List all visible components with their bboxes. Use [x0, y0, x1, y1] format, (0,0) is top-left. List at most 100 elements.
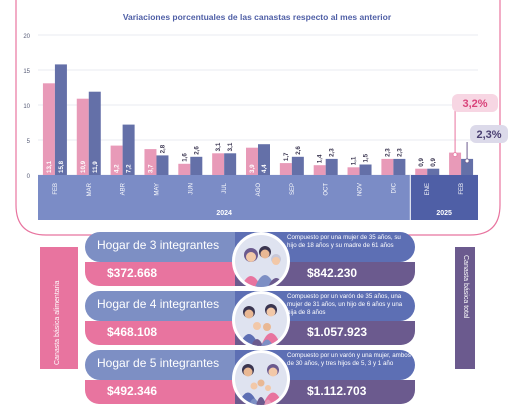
bar-value-label: 7,2	[126, 164, 133, 173]
cba-value: $372.668	[107, 266, 158, 280]
bar-value-label: 2,3	[384, 148, 391, 157]
bar-cbt	[325, 158, 338, 175]
household-title: Hogar de 3 integrantes	[97, 238, 220, 252]
x-tick-label: JUL	[222, 182, 228, 193]
bar-value-label: 1,5	[363, 153, 370, 162]
bar-cbt	[156, 155, 169, 175]
axis-band-2024	[38, 175, 411, 220]
bar-cbt	[427, 168, 440, 175]
x-tick-label: NOV	[358, 183, 364, 196]
bar-value-label: 1,6	[181, 153, 188, 162]
cba-value: $468.108	[107, 325, 158, 339]
household-card-4: Hogar de 4 integrantes Compuesto por un …	[85, 291, 415, 349]
cbt-callout-value: 2,3%	[476, 129, 501, 141]
bar-cbt	[461, 158, 474, 175]
latest-highlight: 3,2% 2,3%	[452, 94, 508, 164]
bar-cba	[178, 163, 191, 175]
bar-cbt	[88, 91, 101, 175]
x-tick-label: MAR	[87, 182, 93, 196]
family-5-icon	[232, 350, 290, 408]
family-3-icon	[232, 232, 290, 290]
bar-cba	[42, 83, 55, 175]
bar-value-label: 2,3	[396, 148, 403, 157]
bar-value-label: 0,9	[430, 158, 437, 167]
bar-cbt	[258, 144, 270, 175]
x-tick-label: SEP	[290, 183, 296, 195]
year-label: 2024	[216, 210, 232, 217]
cba-side-bar: Canasta básica alimentaria	[40, 247, 78, 369]
cbt-value: $1.112.703	[307, 384, 367, 398]
bar-cba	[144, 149, 157, 175]
household-description: Compuesto por un varón y una mujer, ambo…	[287, 352, 411, 367]
bar-value-label: 15,8	[58, 160, 65, 173]
bar-cba	[449, 152, 462, 175]
bar-cbt	[54, 64, 67, 175]
bar-value-label: 2,6	[295, 146, 302, 155]
bar-cbt	[224, 153, 237, 175]
bar-value-label: 3,1	[215, 142, 222, 151]
cbt-value: $842.230	[307, 266, 358, 280]
bar-cbt	[122, 124, 135, 175]
bar-cba	[381, 158, 394, 175]
bar-value-label: 10,9	[80, 160, 87, 173]
bar-value-label: 3,7	[147, 164, 154, 173]
bar-cba	[279, 163, 292, 175]
cbt-side-label: Canasta básica total	[462, 255, 469, 319]
bar-cba	[76, 98, 89, 175]
bar-value-label: 4,2	[114, 164, 121, 173]
y-tick-label: 20	[23, 34, 30, 40]
cba-side-label: Canasta básica alimentaria	[54, 280, 61, 365]
bar-cba	[313, 165, 326, 175]
x-tick-label: DIC	[391, 182, 397, 193]
y-tick-label: 5	[27, 139, 31, 145]
bar-cbt	[291, 156, 304, 175]
bar-cba	[246, 147, 258, 175]
bar-value-label: 1,7	[283, 152, 290, 161]
x-tick-label: MAY	[154, 183, 160, 196]
x-axis: 2024 2025 FEB MAR ABR MAY JUN JUL AGO SEP OCT NOV DI…	[38, 175, 478, 220]
household-card-5: Hogar de 5 integrantes Compuesto por un …	[85, 350, 415, 408]
cba-callout-dot	[452, 152, 458, 158]
family-4-icon	[232, 291, 290, 349]
bar-value-label: 2,6	[193, 146, 200, 155]
household-description: Compuesto por un varón de 35 años, una m…	[287, 293, 403, 316]
cba-callout-value: 3,2%	[462, 98, 487, 110]
bar-value-label: 13,1	[46, 160, 53, 173]
bar-value-label: 0,9	[418, 158, 425, 167]
household-card-3: Hogar de 3 integrantes Compuesto por una…	[85, 232, 415, 290]
bar-value-label: 3,9	[249, 164, 256, 173]
bar-cbt	[393, 158, 406, 175]
x-tick-label: ENE	[425, 183, 431, 195]
axis-band-2025	[410, 175, 478, 220]
bar-value-label: 1,4	[317, 154, 324, 163]
household-title: Hogar de 5 integrantes	[97, 356, 220, 370]
bar-value-label: 2,8	[159, 144, 166, 153]
x-tick-label: FEB	[459, 183, 465, 195]
cba-callout-box	[452, 94, 498, 112]
year-label: 2025	[436, 210, 452, 217]
x-tick-label: AGO	[256, 183, 262, 197]
bar-cba	[212, 153, 225, 175]
household-title: Hogar de 4 integrantes	[97, 297, 220, 311]
bar-value-label: 1,1	[351, 156, 358, 165]
y-tick-label: 0	[27, 174, 31, 180]
y-tick-label: 15	[23, 69, 30, 75]
bar-cbt	[190, 156, 203, 175]
bar-value-label: 2,3	[329, 148, 336, 157]
cbt-side-bar: Canasta básica total	[455, 247, 475, 369]
cbt-callout-box	[470, 125, 508, 143]
bars: 13,1 15,8 10,9 11,9 4,2 7,2 3,7 2,8 1,6 2,6 3,1 3,1…	[42, 64, 474, 175]
bar-cba	[110, 145, 123, 175]
bar-cbt	[359, 164, 372, 175]
x-tick-label: FEB	[53, 183, 59, 195]
bar-value-label: 11,9	[92, 161, 99, 173]
bar-value-label: 3,1	[227, 142, 234, 151]
bar-chart: Variaciones porcentuales de las canastas…	[15, 0, 508, 236]
x-tick-label: OCT	[324, 183, 330, 196]
cbt-value: $1.057.923	[307, 325, 368, 339]
cbt-callout-dot	[464, 158, 470, 164]
y-tick-label: 10	[23, 104, 30, 110]
cba-value: $492.346	[107, 384, 158, 398]
bar-cba	[347, 167, 360, 175]
bar-value-label: 4,4	[261, 164, 268, 173]
